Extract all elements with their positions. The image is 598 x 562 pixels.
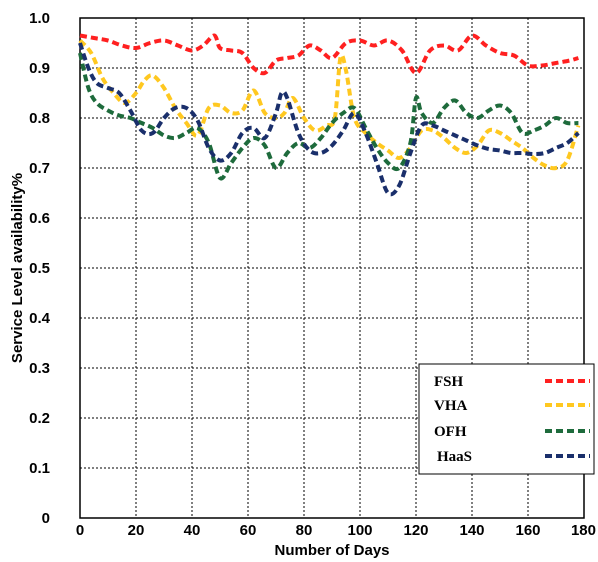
x-tick-label: 0 xyxy=(76,522,84,539)
x-tick-label: 140 xyxy=(459,522,484,539)
legend-box xyxy=(418,363,595,475)
y-tick-label: 0 xyxy=(42,510,50,527)
y-tick-label: 0.1 xyxy=(29,460,50,477)
x-tick-label: 80 xyxy=(296,522,313,539)
series-line-vha xyxy=(78,39,581,171)
y-tick-labels: 0 0.1 0.2 0.3 0.4 0.5 0.6 0.7 0.8 0.9 1.0 xyxy=(29,10,51,527)
y-axis-title: Service Level availability% xyxy=(9,173,26,363)
x-tick-label: 120 xyxy=(403,522,428,539)
x-tick-label: 180 xyxy=(571,522,596,539)
x-tick-label: 100 xyxy=(347,522,372,539)
y-tick-label: 0.2 xyxy=(29,410,50,427)
legend-label-vha: VHA xyxy=(434,398,468,414)
series-line-fsh xyxy=(79,33,579,76)
legend: FSH VHA OFH HaaS xyxy=(418,363,595,475)
x-tick-label: 60 xyxy=(240,522,257,539)
y-tick-label: 0.7 xyxy=(29,160,50,177)
y-tick-label: 0.5 xyxy=(29,260,50,277)
y-tick-label: 1.0 xyxy=(29,10,50,27)
x-tick-label: 20 xyxy=(128,522,145,539)
y-tick-label: 0.6 xyxy=(29,210,50,227)
y-tick-label: 0.9 xyxy=(29,60,50,77)
x-tick-label: 160 xyxy=(515,522,540,539)
y-tick-label: 0.8 xyxy=(29,110,50,127)
legend-label-fsh: FSH xyxy=(434,374,464,390)
series-line-haas xyxy=(78,42,580,197)
series-line-ofh xyxy=(78,52,579,181)
y-tick-label: 0.4 xyxy=(29,310,51,327)
x-tick-labels: 0 20 40 60 80 100 120 140 160 180 xyxy=(76,522,596,539)
series-lines xyxy=(78,33,581,197)
x-tick-label: 40 xyxy=(184,522,201,539)
x-axis-title: Number of Days xyxy=(274,542,389,559)
legend-label-ofh: OFH xyxy=(434,424,467,440)
plot-frame xyxy=(79,17,585,519)
y-tick-label: 0.3 xyxy=(29,360,50,377)
legend-label-haas: HaaS xyxy=(437,449,472,465)
